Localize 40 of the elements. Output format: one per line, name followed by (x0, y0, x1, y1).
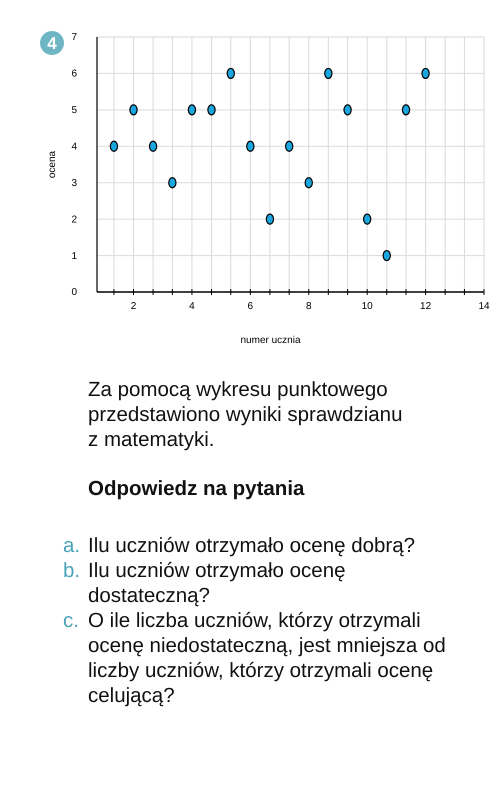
point (129, 104, 138, 116)
y-tick-label: 4 (71, 141, 78, 152)
x-tick-label: 8 (306, 301, 312, 312)
x-tick-label: 6 (248, 301, 254, 312)
text: Odpowiedz na pytania (88, 477, 306, 500)
y-tick-label: 0 (71, 287, 78, 298)
y-tick-label: 7 (71, 32, 78, 44)
text: a. Ilu uczniów otrzymało ocenę dobrą? (63, 534, 416, 557)
x-tick-label: 14 (478, 301, 490, 312)
y-tick-label: 2 (71, 214, 78, 226)
y-axis-title: ocena (47, 150, 58, 178)
y-tick-label: 5 (71, 105, 78, 116)
point (226, 68, 235, 80)
point (382, 250, 391, 262)
point (148, 140, 158, 152)
point (246, 140, 255, 152)
y-tick-label: 1 (71, 250, 78, 262)
x-axis-title: numer ucznia (240, 335, 301, 346)
point (207, 104, 216, 116)
point (168, 177, 177, 188)
text: c. O ile liczba uczniów, którzy otrzymali ocenę niedostateczną, jest mniejsza od liczby uczniów, którzy otrzymali ocenę celującą? (63, 609, 446, 707)
text: Za pomocą wykresu punktowego przedstawiono wyniki sprawdzianu z matematyki. (88, 378, 402, 451)
point (266, 214, 274, 225)
point (304, 177, 313, 188)
point (421, 68, 430, 80)
point (402, 104, 410, 116)
point (188, 104, 196, 116)
number-badge: 4 (40, 31, 64, 55)
x-tick-label: 4 (189, 301, 196, 312)
point (343, 104, 352, 116)
point (324, 68, 333, 80)
point (362, 214, 372, 225)
y-tick-label: 6 (71, 68, 78, 80)
point (110, 140, 118, 152)
x-tick-label: 10 (362, 301, 374, 312)
x-tick-label: 12 (420, 301, 432, 312)
x-tick-label: 2 (130, 301, 137, 312)
text: b. Ilu uczniów otrzymało ocenę dostateczną? (63, 559, 346, 607)
y-tick-label: 3 (71, 178, 78, 189)
point (284, 140, 294, 152)
